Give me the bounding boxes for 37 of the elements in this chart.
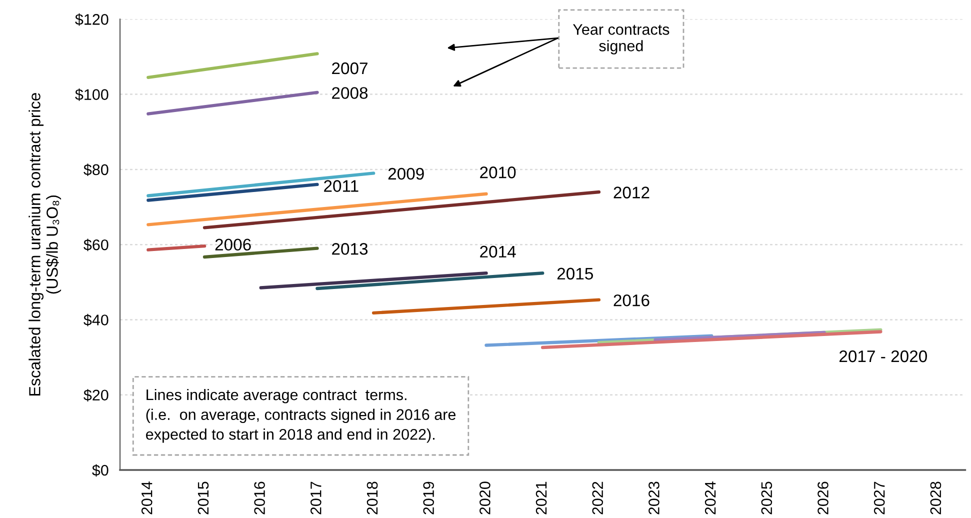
y-tick-label: $80: [84, 164, 108, 176]
x-tick-label: 2021: [536, 482, 547, 514]
x-tick-label: 2026: [818, 482, 828, 514]
x-tick-label: 2025: [761, 482, 772, 514]
x-tick-label: 2017: [310, 482, 322, 514]
x-tick-label: 2028: [930, 482, 942, 514]
annotation: Lines indicate average contract terms. (i.e. on average, contracts signed in 2016 are expected to start in 2018 and end in 2022).: [146, 388, 456, 443]
series-label: 2011: [324, 180, 358, 192]
series-label: 2012: [614, 186, 650, 198]
series-label: 2007: [332, 62, 368, 74]
x-tick-label: 2024: [704, 482, 716, 514]
y-tick-label: $120: [75, 13, 108, 26]
y-tick-label: $60: [84, 238, 108, 252]
y-tick-label: $100: [75, 88, 108, 101]
series-label: 2014: [480, 246, 516, 258]
series-label: 2015: [557, 268, 593, 280]
x-tick-label: 2016: [254, 482, 265, 514]
series-label: 2016: [614, 294, 650, 306]
series-label: 2006: [215, 238, 251, 251]
x-tick-label: 2020: [480, 482, 490, 514]
y-tick-label: $0: [92, 464, 108, 477]
x-tick-label: 2027: [874, 482, 885, 514]
series-label: 2010: [480, 166, 516, 178]
x-tick-label: 2015: [198, 482, 209, 514]
annotation: Year contracts signed: [572, 24, 670, 54]
series-label: 2017 - 2020: [839, 350, 927, 362]
series-label: 2009: [388, 168, 424, 180]
y-axis-title: Escalated long-term uranium contract price (US$/lb U₃O₈): [28, 93, 62, 396]
x-tick-label: 2014: [141, 482, 152, 514]
y-tick-label: $40: [84, 314, 108, 326]
series-label: 2013: [332, 243, 368, 255]
y-tick-label: $20: [84, 389, 108, 402]
series-label: 2008: [332, 87, 368, 99]
x-tick-label: 2022: [592, 482, 604, 514]
x-tick-label: 2023: [648, 482, 660, 514]
x-tick-label: 2019: [423, 482, 434, 514]
x-tick-label: 2018: [366, 482, 378, 514]
